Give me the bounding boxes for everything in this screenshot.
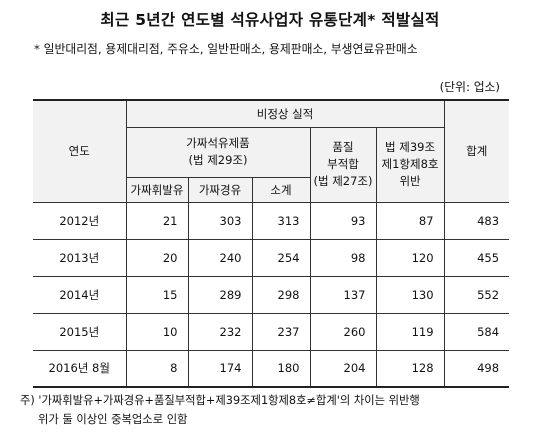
cell-subtotal: 180 <box>251 349 311 388</box>
table-row: 2013년 20 240 254 98 120 455 <box>33 238 510 277</box>
cell-quality: 98 <box>309 238 377 277</box>
cell-total: 552 <box>443 275 510 314</box>
table-row: 2016년 8월 8 174 180 204 128 498 <box>33 349 510 388</box>
category-note: * 일반대리점, 용제대리점, 주유소, 일반판매소, 용제판매소, 부생연료유… <box>34 42 418 56</box>
cell-diesel: 232 <box>187 312 253 351</box>
violation-stats-table: 연도 비정상 실적 합계 가짜석유제품 (법 제29조) 품질 부적합 (법 제… <box>33 99 510 388</box>
cell-gasoline: 20 <box>125 238 189 277</box>
header-total: 합계 <box>443 99 510 203</box>
cell-gasoline: 15 <box>125 275 189 314</box>
header-subtotal: 소계 <box>251 176 310 203</box>
cell-article39: 119 <box>375 312 445 351</box>
cell-gasoline: 21 <box>125 201 189 240</box>
cell-total: 483 <box>443 201 510 240</box>
cell-year: 2013년 <box>33 238 127 277</box>
cell-diesel: 289 <box>187 275 253 314</box>
cell-year: 2012년 <box>33 201 127 240</box>
cell-quality: 260 <box>309 312 377 351</box>
cell-diesel: 174 <box>187 349 253 388</box>
table-row: 2012년 21 303 313 93 87 483 <box>33 201 510 240</box>
cell-subtotal: 298 <box>251 275 311 314</box>
cell-quality: 93 <box>309 201 377 240</box>
cell-article39: 120 <box>375 238 445 277</box>
cell-total: 498 <box>443 349 510 388</box>
header-group: 비정상 실적 <box>125 99 445 128</box>
header-fake-gasoline: 가짜휘발유 <box>126 176 189 203</box>
cell-total: 584 <box>443 312 510 351</box>
header-quality: 품질 부적합 (법 제27조) <box>309 126 377 203</box>
cell-year: 2016년 8월 <box>33 349 127 388</box>
page-title: 최근 5년간 연도별 석유사업자 유통단계* 적발실적 <box>100 11 440 29</box>
cell-total: 455 <box>443 238 510 277</box>
cell-gasoline: 8 <box>125 349 189 388</box>
cell-subtotal: 313 <box>251 201 311 240</box>
footnote-line-1: 주) '가짜휘발유+가짜경유+품질부적합+제39조제1항제8호≠합계'의 차이는… <box>20 394 420 407</box>
header-fake-product: 가짜석유제품 (법 제29조) <box>126 126 311 178</box>
cell-quality: 137 <box>309 275 377 314</box>
table-row: 2015년 10 232 237 260 119 584 <box>33 312 510 351</box>
cell-diesel: 240 <box>187 238 253 277</box>
cell-quality: 204 <box>309 349 377 388</box>
header-article39: 법 제39조 제1항제8호 위반 <box>375 126 445 203</box>
cell-gasoline: 10 <box>125 312 189 351</box>
cell-diesel: 303 <box>187 201 253 240</box>
cell-article39: 87 <box>375 201 445 240</box>
header-year: 연도 <box>33 99 127 203</box>
cell-article39: 128 <box>375 349 445 388</box>
cell-year: 2015년 <box>33 312 127 351</box>
header-fake-diesel: 가짜경유 <box>187 176 253 203</box>
cell-subtotal: 254 <box>251 238 311 277</box>
cell-subtotal: 237 <box>251 312 311 351</box>
unit-label: (단위: 업소) <box>439 80 500 94</box>
footnote: 주) '가짜휘발유+가짜경유+품질부적합+제39조제1항제8호≠합계'의 차이는… <box>20 391 520 429</box>
cell-year: 2014년 <box>33 275 127 314</box>
table-row: 2014년 15 289 298 137 130 552 <box>33 275 510 314</box>
cell-article39: 130 <box>375 275 445 314</box>
footnote-line-2: 위가 둘 이상인 중복업소로 인함 <box>38 413 188 426</box>
